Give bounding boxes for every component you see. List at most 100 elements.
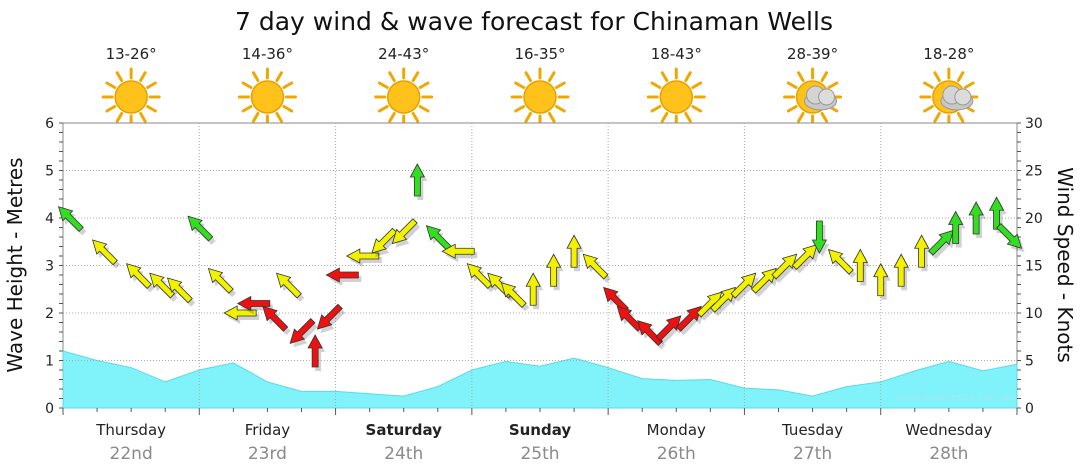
sun-ray	[548, 111, 556, 123]
sun-ray	[650, 105, 662, 113]
y-left-tick-label: 3	[45, 259, 54, 275]
day-name-label: Tuesday	[781, 421, 843, 439]
wind-arrow	[307, 334, 323, 368]
y-right-tick-label: 25	[1025, 164, 1043, 180]
y-right-tick-label: 0	[1025, 401, 1034, 417]
day-temperature: 16-35°	[514, 45, 565, 63]
cloud-icon	[804, 85, 838, 111]
wind-arrow	[928, 229, 954, 256]
y-right-tick-label: 30	[1025, 116, 1043, 132]
y-left-tick-label: 6	[45, 116, 54, 132]
watermark: www.seabreeze.com.au	[897, 392, 1015, 403]
day-date-label: 25th	[520, 444, 559, 464]
wind-arrow	[582, 253, 609, 280]
sun-ray	[820, 71, 829, 83]
sun-ray	[554, 105, 566, 113]
sun-icon	[101, 67, 161, 127]
sun-disc	[659, 80, 694, 114]
day-name-label: Sunday	[509, 421, 572, 439]
wind-arrow	[91, 239, 118, 266]
sun-icon	[510, 67, 570, 127]
day-temperature: 18-28°	[923, 45, 974, 63]
sun-ray	[251, 71, 260, 83]
day-name-label: Monday	[647, 421, 706, 439]
day-headers: 13-26° 14-36° 24-43° 16-35° 18-43° 28-39° 18-2…	[101, 45, 979, 127]
sun-ray	[241, 81, 253, 89]
sun-ray	[139, 71, 147, 83]
cloud-part	[954, 88, 972, 106]
sun-ray	[786, 81, 798, 89]
y-left-tick-label: 0	[45, 401, 54, 417]
wind-arrow	[126, 263, 152, 290]
wind-arrow	[675, 305, 702, 332]
wind-arrow	[57, 206, 84, 233]
wind-arrow	[750, 267, 777, 294]
sun-ray	[827, 81, 839, 89]
sun-ray	[411, 111, 420, 123]
sun-ray	[146, 105, 157, 113]
sun-ray	[691, 105, 703, 113]
y-left-tick-label: 5	[45, 164, 54, 180]
wind-arrow	[289, 317, 316, 344]
sun-disc	[250, 80, 285, 114]
sun-ray	[418, 105, 430, 113]
sun-ray	[660, 111, 669, 123]
sun-ray	[650, 81, 662, 89]
sun-ray	[933, 111, 941, 123]
sun-ray	[660, 71, 669, 83]
y-left-tick-label: 4	[45, 211, 54, 227]
wave-height-area	[62, 350, 1018, 409]
sun-ray	[139, 111, 147, 123]
sun-ray	[797, 111, 805, 123]
wind-arrow	[811, 220, 828, 254]
wind-arrow-shadow	[320, 308, 346, 334]
y-right-tick-label: 10	[1025, 306, 1043, 322]
wind-arrow	[441, 243, 475, 259]
day-name-label: Saturday	[366, 421, 443, 439]
wind-arrow	[913, 234, 930, 268]
sun-ray	[105, 81, 117, 89]
plot-area: 0 1 2 3 4 5 6 0 5 10 15 20 25 30 Thursday 22nd Friday 23r…	[45, 116, 1043, 464]
wind-arrow	[545, 253, 562, 287]
day-date-label: 26th	[657, 444, 696, 464]
sun-ray	[514, 105, 526, 113]
day-date-label: 22nd	[110, 444, 153, 464]
wind-arrow	[948, 210, 964, 244]
wind-arrow	[893, 253, 909, 287]
day-temperature: 28-39°	[787, 45, 838, 63]
day-date-label: 23rd	[248, 444, 287, 464]
day-temperature: 24-43°	[378, 45, 429, 63]
sun-ray	[282, 105, 294, 113]
wind-arrow	[566, 234, 582, 268]
sun-ray	[797, 71, 805, 83]
sun-ray	[684, 111, 692, 123]
wind-arrow	[791, 244, 818, 271]
day-name-label: Friday	[245, 421, 291, 439]
sun-ray	[388, 71, 396, 83]
y-right-axis-label: Wind Speed - Knots	[1053, 167, 1077, 363]
y-left-axis-label: Wave Height - Metres	[3, 157, 27, 372]
cloud-part	[818, 88, 836, 106]
day-temperature: 13-26°	[106, 45, 157, 63]
page-title: 7 day wind & wave forecast for Chinaman …	[235, 7, 833, 36]
sun-ray	[923, 105, 934, 113]
sun-cloud-icon	[783, 67, 843, 127]
wind-arrow	[325, 267, 359, 283]
day-temperature: 14-36°	[242, 45, 293, 63]
y-left-tick-label: 1	[45, 354, 54, 370]
sun-ray	[275, 71, 283, 83]
sun-ray	[956, 71, 965, 83]
sun-ray	[684, 71, 692, 83]
wind-arrow	[236, 295, 271, 312]
wind-arrow	[149, 272, 176, 299]
sun-ray	[282, 81, 294, 89]
sun-ray	[548, 71, 556, 83]
wind-arrow	[223, 305, 257, 321]
sun-ray	[105, 105, 117, 113]
sun-ray	[115, 111, 124, 123]
cloud-icon	[940, 85, 974, 111]
wind-arrow	[771, 253, 798, 280]
sun-ray	[956, 111, 965, 123]
wind-arrow	[968, 201, 984, 235]
